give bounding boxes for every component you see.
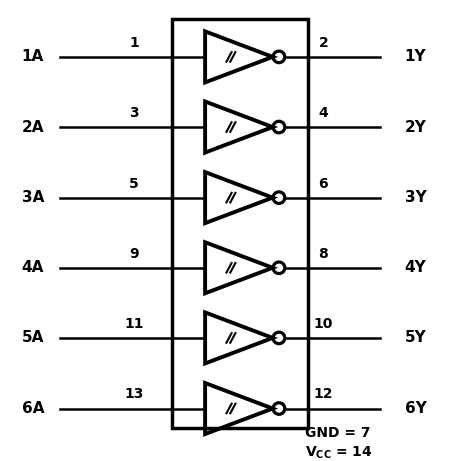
- Text: 11: 11: [125, 317, 144, 331]
- Text: 4Y: 4Y: [405, 260, 426, 275]
- Text: 2: 2: [318, 36, 328, 50]
- Bar: [173, 19, 308, 428]
- Text: 5A: 5A: [22, 331, 44, 345]
- Text: 3A: 3A: [22, 190, 44, 205]
- Text: 6Y: 6Y: [405, 401, 427, 416]
- Text: 4: 4: [318, 106, 328, 120]
- Text: 13: 13: [125, 387, 144, 402]
- Text: 5: 5: [129, 177, 139, 190]
- Text: 1: 1: [129, 36, 139, 50]
- Text: GND = 7: GND = 7: [305, 426, 371, 440]
- Text: 12: 12: [313, 387, 333, 402]
- Text: 8: 8: [318, 247, 328, 260]
- Text: V$_{\mathregular{CC}}$ = 14: V$_{\mathregular{CC}}$ = 14: [305, 445, 373, 461]
- Text: 2A: 2A: [22, 119, 44, 135]
- Text: 3Y: 3Y: [405, 190, 426, 205]
- Text: 1A: 1A: [22, 49, 44, 65]
- Text: 9: 9: [130, 247, 139, 260]
- Text: 6A: 6A: [22, 401, 44, 416]
- Text: 3: 3: [130, 106, 139, 120]
- Text: 2Y: 2Y: [405, 119, 427, 135]
- Text: 5Y: 5Y: [405, 331, 426, 345]
- Text: 6: 6: [318, 177, 328, 190]
- Text: 4A: 4A: [22, 260, 44, 275]
- Text: 10: 10: [313, 317, 333, 331]
- Text: 1Y: 1Y: [405, 49, 426, 65]
